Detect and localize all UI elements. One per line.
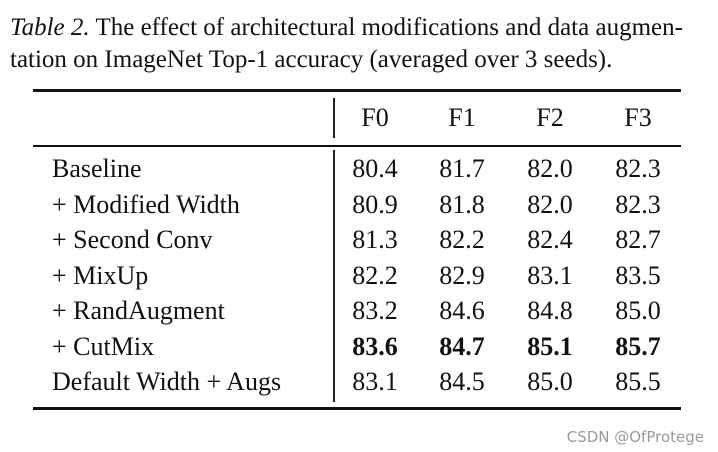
table-cell: 83.2 [352,296,398,325]
watermark: CSDN @OfProtege [566,428,704,446]
column-divider-body [333,150,335,402]
table-cell: 82.7 [615,225,661,254]
column-header-f1: F1 [448,103,476,132]
table-caption: Table 2. The effect of architectural mod… [10,12,710,76]
table-cell: 84.5 [439,367,485,396]
table-cell: 82.3 [615,190,661,219]
table-cell: 82.2 [439,225,485,254]
table-cell-best: 85.7 [615,332,661,361]
row-label: + MixUp [52,261,149,290]
column-header-f0: F0 [361,103,389,132]
caption-text-line2: tation on ImageNet Top-1 accuracy (avera… [10,46,613,73]
row-label: Baseline [52,154,142,183]
caption-text-line1: The effect of architectural modification… [95,14,683,41]
caption-label: Table 2. [10,14,90,41]
table-cell-best: 83.6 [352,332,398,361]
table-cell-best: 84.7 [439,332,485,361]
table-cell: 83.1 [352,367,398,396]
table-cell: 82.9 [439,261,485,290]
table-cell: 84.6 [439,296,485,325]
table-cell: 83.5 [615,261,661,290]
table-cell: 80.9 [352,190,398,219]
row-label: + Modified Width [52,190,240,219]
column-divider-header [333,98,335,138]
table-cell: 82.2 [352,261,398,290]
table-cell: 82.0 [527,154,573,183]
table-cell: 81.8 [439,190,485,219]
table-bottom-rule [33,407,681,410]
column-header-f2: F2 [536,103,564,132]
table-cell: 84.8 [527,296,573,325]
row-label: Default Width + Augs [52,367,282,396]
table-cell: 85.0 [615,296,661,325]
table-cell: 82.4 [527,225,573,254]
column-header-f3: F3 [624,103,652,132]
table-top-rule [33,89,681,92]
table-cell: 80.4 [352,154,398,183]
table-cell: 85.5 [615,367,661,396]
row-label: + Second Conv [52,225,213,254]
table-cell-best: 85.1 [527,332,573,361]
table-cell: 81.3 [352,225,398,254]
table-cell: 82.0 [527,190,573,219]
table-cell: 83.1 [527,261,573,290]
table-header-rule [33,145,681,147]
row-label: + CutMix [52,332,155,361]
table-cell: 85.0 [527,367,573,396]
row-label: + RandAugment [52,296,225,325]
table-cell: 81.7 [439,154,485,183]
table-cell: 82.3 [615,154,661,183]
